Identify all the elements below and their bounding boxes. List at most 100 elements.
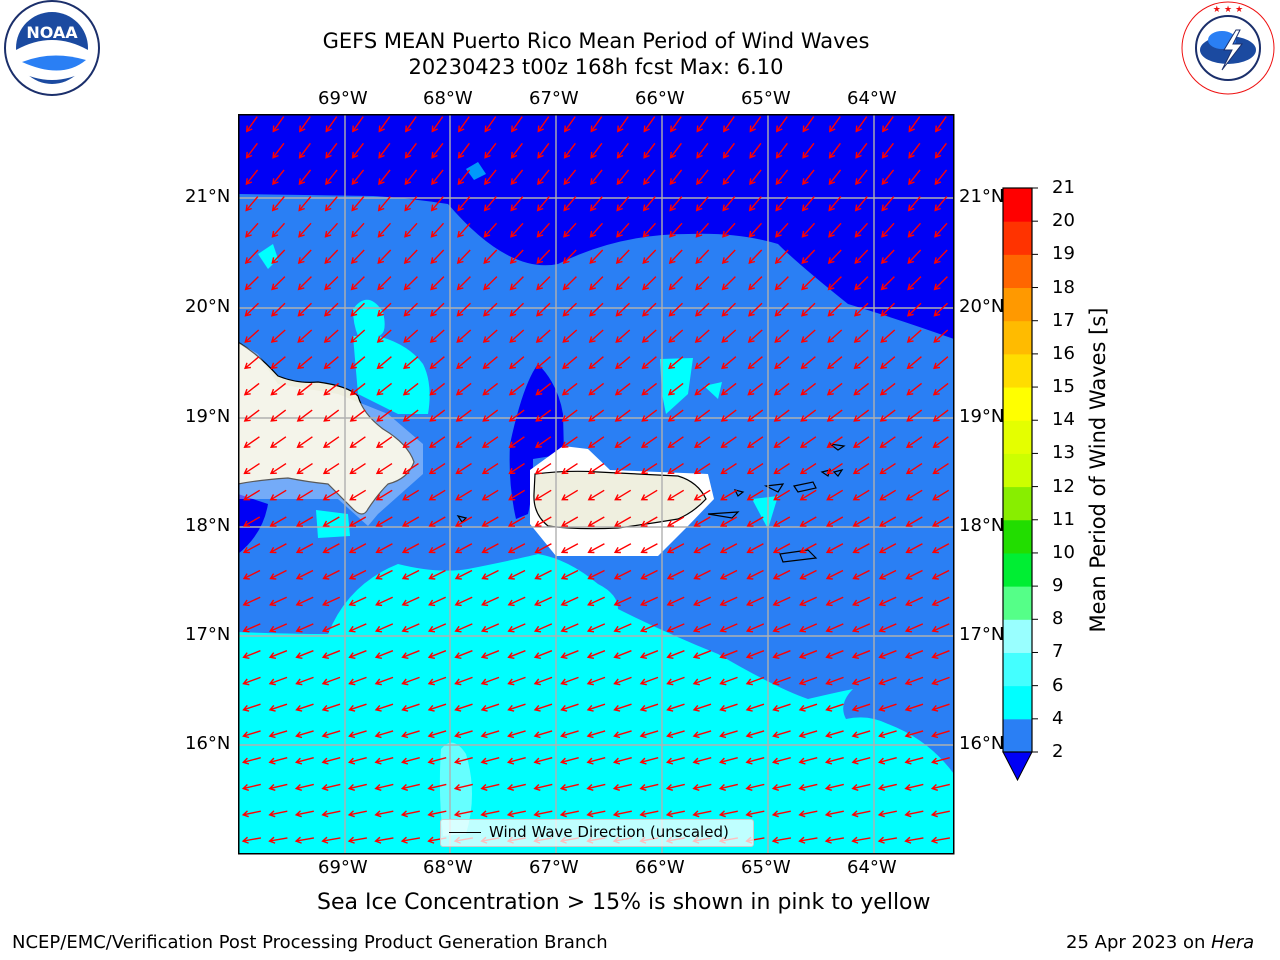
wave-direction-arrow: [773, 382, 790, 396]
wave-direction-arrow: [877, 836, 898, 844]
wave-direction-arrow: [693, 489, 711, 501]
wave-direction-arrow: [693, 569, 711, 580]
wave-direction-arrow: [749, 142, 762, 159]
colorbar-block: [1003, 486, 1032, 521]
wave-direction-arrow: [615, 302, 630, 317]
wave-direction-arrow: [588, 329, 604, 343]
colorbar-tick-label: 17: [1052, 309, 1075, 331]
wave-direction-arrow: [774, 249, 789, 264]
sea-ice-note: Sea Ice Concentration > 15% is shown in …: [317, 890, 931, 915]
wave-direction-arrow: [882, 116, 894, 133]
wave-direction-arrow: [906, 356, 922, 370]
wave-direction-arrow: [773, 436, 790, 448]
wave-direction-arrow: [508, 409, 525, 422]
wave-direction-arrow: [375, 569, 393, 580]
wave-direction-arrow: [323, 356, 339, 370]
wave-direction-arrow: [245, 222, 259, 238]
wave-direction-arrow: [587, 516, 605, 527]
colorbar-tick-label: 7: [1052, 641, 1064, 663]
wave-direction-arrow: [931, 543, 950, 554]
wave-direction-arrow: [378, 169, 391, 186]
wave-direction-arrow: [799, 596, 817, 607]
wave-direction-arrow: [533, 783, 553, 791]
wave-direction-arrow: [401, 676, 420, 686]
colorbar-block: [1003, 188, 1032, 222]
wave-direction-arrow: [507, 730, 526, 739]
wave-direction-arrow: [827, 356, 843, 370]
wave-direction-arrow: [269, 436, 287, 448]
wave-direction-arrow: [801, 249, 816, 264]
wave-direction-arrow: [560, 596, 579, 607]
wave-direction-arrow: [456, 249, 471, 264]
wave-direction-arrow: [746, 489, 764, 501]
wave-direction-arrow: [405, 116, 417, 133]
wave-direction-arrow: [428, 516, 446, 527]
wave-direction-arrow: [801, 302, 816, 317]
wave-direction-arrow: [612, 757, 632, 765]
colorbar-block: [1003, 453, 1032, 488]
wave-direction-arrow: [932, 409, 949, 422]
wave-direction-arrow: [480, 703, 500, 712]
wave-direction-arrow: [771, 810, 791, 818]
wave-direction-arrow: [481, 489, 499, 501]
wave-direction-arrow: [561, 409, 578, 422]
wave-direction-arrow: [904, 623, 924, 633]
wave-direction-arrow: [272, 169, 285, 186]
wave-direction-arrow: [351, 169, 365, 186]
wave-direction-arrow: [374, 703, 394, 712]
wave-direction-arrow: [431, 169, 444, 186]
wave-direction-arrow: [933, 249, 948, 264]
wave-direction-arrow: [639, 810, 659, 818]
wave-direction-arrow: [377, 196, 391, 212]
colorbar-block: [1003, 320, 1032, 355]
wave-direction-arrow: [402, 516, 420, 527]
wave-direction-arrow: [800, 356, 816, 370]
lon-bottom-label: 68°W: [423, 857, 473, 878]
wave-direction-arrow: [721, 249, 736, 264]
wave-direction-arrow: [825, 569, 844, 580]
wave-direction-arrow: [798, 783, 818, 791]
wave-direction-arrow: [693, 463, 711, 475]
wave-direction-arrow: [749, 169, 762, 186]
wave-direction-arrow: [640, 516, 658, 527]
band-4-6s-patch-5: [704, 382, 722, 399]
wave-direction-arrow: [243, 436, 260, 448]
wave-direction-arrow: [773, 409, 790, 422]
wave-direction-arrow: [640, 543, 658, 554]
wave-direction-arrow: [613, 569, 632, 580]
wave-direction-arrow: [878, 543, 897, 554]
wave-direction-arrow: [480, 783, 500, 791]
colorbar-block: [1003, 387, 1032, 421]
wave-direction-arrow: [586, 810, 606, 818]
wave-direction-arrow: [616, 142, 629, 159]
wave-direction-arrow: [533, 810, 553, 818]
wave-direction-arrow: [481, 596, 499, 607]
wave-direction-arrow: [507, 569, 526, 580]
wave-direction-arrow: [692, 623, 712, 633]
wave-direction-arrow: [457, 169, 471, 186]
wave-direction-arrow: [323, 382, 340, 396]
wave-direction-arrow: [720, 516, 738, 527]
wave-direction-arrow: [241, 757, 261, 765]
lat-right-label: 19°N: [959, 406, 1005, 427]
wave-direction-arrow: [853, 329, 869, 343]
wave-direction-arrow: [561, 516, 579, 527]
wave-direction-arrow: [772, 623, 791, 633]
wave-direction-arrow: [563, 142, 576, 159]
wave-direction-arrow: [561, 463, 578, 475]
wave-direction-arrow: [242, 596, 261, 607]
wave-direction-arrow: [746, 543, 764, 554]
colorbar-tick-label: 16: [1052, 342, 1075, 364]
wave-direction-arrow: [906, 409, 923, 422]
wave-direction-arrow: [718, 757, 738, 765]
wave-direction-arrow: [665, 783, 685, 791]
wave-direction-arrow: [508, 436, 525, 448]
wave-direction-arrow: [907, 222, 922, 238]
wave-direction-arrow: [614, 463, 631, 475]
wave-direction-arrow: [589, 302, 604, 317]
wave-direction-arrow: [242, 623, 261, 633]
wave-direction-arrow: [880, 276, 895, 291]
wave-direction-arrow: [270, 356, 286, 370]
wave-direction-arrow: [272, 142, 285, 159]
wave-direction-arrow: [321, 810, 341, 818]
